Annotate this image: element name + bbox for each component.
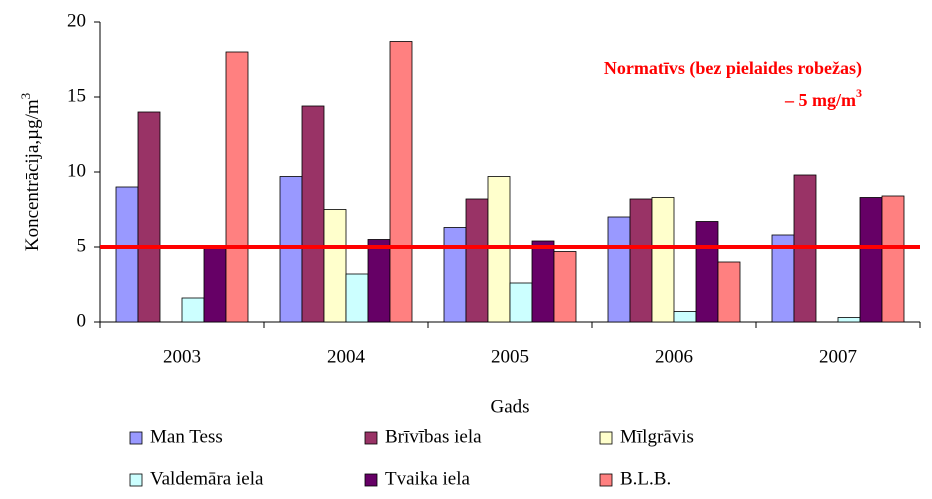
bar — [367, 239, 391, 323]
legend-label: B.L.B. — [620, 468, 671, 489]
bar — [443, 227, 467, 323]
y-tick-label: 0 — [77, 310, 87, 331]
legend-swatch — [599, 473, 613, 487]
x-tick-label: 2004 — [327, 346, 366, 367]
bar — [651, 197, 675, 323]
bar — [607, 216, 631, 323]
legend-label: Man Tess — [150, 426, 223, 447]
bar — [389, 41, 413, 323]
legend-swatch — [364, 473, 378, 487]
bar — [323, 209, 347, 323]
legend-swatch — [599, 431, 613, 445]
bar — [859, 197, 883, 323]
y-tick-label: 20 — [67, 10, 86, 31]
y-tick-label: 15 — [67, 85, 86, 106]
x-tick-label: 2006 — [655, 346, 693, 367]
x-tick-label: 2007 — [819, 346, 857, 367]
bar — [695, 221, 719, 323]
legend-swatch — [129, 473, 143, 487]
x-tick-label: 2003 — [163, 346, 201, 367]
bar — [487, 176, 511, 323]
bar — [137, 111, 161, 323]
bar — [115, 186, 139, 323]
bar — [881, 195, 905, 323]
y-tick-label: 5 — [77, 235, 87, 256]
annotation: – 5 mg/m3 — [784, 86, 862, 110]
bar — [465, 198, 489, 323]
bar — [279, 176, 303, 323]
bar — [553, 251, 577, 323]
bar — [345, 273, 369, 323]
annotation-sup: 3 — [856, 86, 862, 100]
legend-label: Brīvības iela — [385, 426, 482, 447]
bar — [301, 105, 325, 323]
legend-label: Mīlgrāvis — [620, 426, 694, 447]
bar — [181, 297, 205, 323]
annotation-text: – 5 mg/m — [784, 90, 856, 110]
legend-swatch — [364, 431, 378, 445]
bar — [531, 240, 555, 323]
bar — [837, 317, 861, 323]
x-tick-label: 2005 — [491, 346, 529, 367]
bar — [717, 261, 741, 323]
y-axis-label: Koncentrācija,µg/m3 — [18, 93, 43, 251]
y-tick-label: 10 — [67, 160, 86, 181]
legend-swatch — [129, 431, 143, 445]
bar — [673, 311, 697, 323]
bar — [225, 51, 249, 323]
bar — [629, 198, 653, 323]
x-axis-label: Gads — [490, 396, 529, 417]
legend-label: Valdemāra iela — [150, 468, 264, 489]
annotation: Normatīvs (bez pielaides robežas) — [604, 58, 862, 79]
bar — [203, 246, 227, 323]
legend-label: Tvaika iela — [385, 468, 470, 489]
bar — [509, 282, 533, 323]
